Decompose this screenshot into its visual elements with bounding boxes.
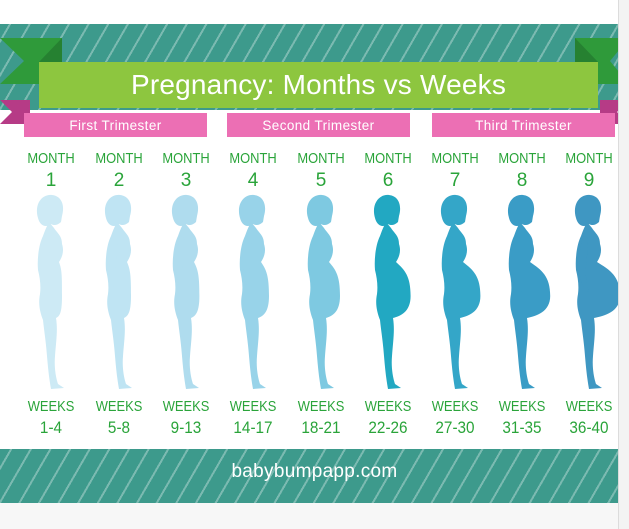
silhouette-head	[507, 194, 535, 226]
weeks-range: 27-30	[435, 418, 475, 437]
month-label: MONTH	[297, 150, 345, 167]
footer-website: babybumpapp.com	[231, 461, 398, 482]
month-label: MONTH	[565, 150, 613, 167]
weeks-label: WEEKS	[162, 398, 210, 415]
month-label: MONTH	[95, 150, 143, 167]
footer-striped-band	[0, 449, 629, 503]
month-number: 3	[180, 170, 192, 191]
month-label: MONTH	[229, 150, 277, 167]
pink-ribbon-tail-left	[0, 100, 30, 124]
silhouette-head	[306, 194, 334, 226]
month-number: 4	[247, 170, 259, 191]
weeks-label: WEEKS	[364, 398, 412, 415]
month-number: 8	[516, 170, 528, 191]
month-number: 9	[583, 170, 595, 191]
first-trimester-label: First Trimester	[69, 117, 162, 133]
silhouette-head	[238, 194, 266, 226]
weeks-range: 5-8	[107, 418, 131, 437]
month-label: MONTH	[364, 150, 412, 167]
third-trimester-ribbon: Third Trimester	[432, 113, 615, 137]
first-trimester-ribbon: First Trimester	[24, 113, 207, 137]
silhouette-body	[307, 222, 340, 389]
silhouette-arm	[378, 236, 388, 292]
pregnant-silhouette-icon	[507, 194, 551, 389]
silhouette-arm	[512, 236, 522, 292]
page-title: Pregnancy: Months vs Weeks	[130, 69, 507, 100]
silhouette-body	[172, 222, 200, 389]
weeks-label: WEEKS	[431, 398, 479, 415]
silhouette-head	[36, 194, 64, 226]
weeks-label: WEEKS	[229, 398, 277, 415]
bottom-margin	[0, 503, 629, 529]
month-number: 2	[113, 170, 125, 191]
month-label: MONTH	[498, 150, 546, 167]
pregnant-silhouette-icon	[171, 194, 200, 389]
pregnant-silhouette-icon	[373, 194, 411, 389]
weeks-label: WEEKS	[565, 398, 613, 415]
month-number: 1	[45, 170, 57, 191]
silhouette-body	[105, 222, 132, 389]
weeks-range: 36-40	[569, 418, 609, 437]
weeks-range: 14-17	[233, 418, 273, 437]
weeks-range: 31-35	[502, 418, 542, 437]
weeks-label: WEEKS	[95, 398, 143, 415]
pregnant-silhouette-icon	[306, 194, 340, 389]
silhouette-head	[171, 194, 199, 226]
silhouette-arm	[109, 236, 119, 292]
weeks-range: 22-26	[368, 418, 408, 437]
weeks-range: 1-4	[39, 418, 63, 437]
silhouette-arm	[243, 236, 253, 292]
silhouette-body	[37, 222, 64, 389]
silhouette-head	[440, 194, 468, 226]
weeks-label: WEEKS	[297, 398, 345, 415]
top-margin	[0, 0, 629, 24]
pregnant-silhouette-icon	[238, 194, 269, 389]
silhouette-arm	[41, 236, 51, 292]
weeks-range: 18-21	[301, 418, 341, 437]
silhouette-arm	[176, 236, 186, 292]
right-edge	[618, 0, 629, 529]
silhouette-arm	[579, 236, 589, 292]
silhouette-arm	[445, 236, 455, 292]
second-trimester-ribbon: Second Trimester	[227, 113, 410, 137]
silhouette-arm	[311, 236, 321, 292]
silhouette-body	[575, 222, 620, 389]
title-banner: Pregnancy: Months vs Weeks	[39, 62, 598, 108]
month-number: 5	[315, 170, 327, 191]
pregnant-silhouette-icon	[440, 194, 481, 389]
weeks-label: WEEKS	[27, 398, 75, 415]
month-number: 6	[382, 170, 394, 191]
month-label: MONTH	[162, 150, 210, 167]
silhouette-head	[574, 194, 602, 226]
month-number: 7	[449, 170, 461, 191]
weeks-range: 9-13	[170, 418, 202, 437]
pregnant-silhouette-icon	[104, 194, 132, 389]
pregnant-silhouette-icon	[574, 194, 620, 389]
weeks-label: WEEKS	[498, 398, 546, 415]
pregnant-silhouette-icon	[36, 194, 64, 389]
second-trimester-label: Second Trimester	[262, 117, 375, 133]
month-label: MONTH	[431, 150, 479, 167]
silhouette-head	[373, 194, 401, 226]
silhouette-head	[104, 194, 132, 226]
third-trimester-label: Third Trimester	[475, 117, 572, 133]
month-label: MONTH	[27, 150, 75, 167]
silhouette-body	[239, 222, 269, 389]
